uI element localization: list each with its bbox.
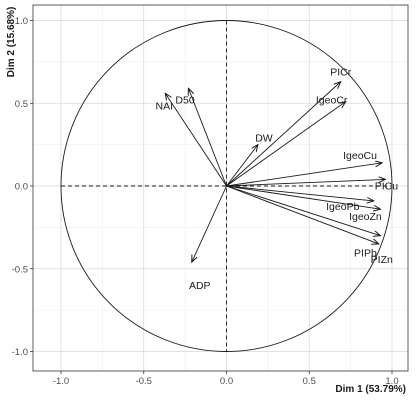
y-axis-title: Dim 2 (15.68%) (6, 7, 17, 78)
x-tick-label: 0.5 (303, 376, 316, 387)
variable-arrows (165, 82, 385, 262)
reference-lines (61, 20, 392, 352)
label-igeocu: IgeoCu (343, 150, 377, 162)
y-tick-label: 0.0 (15, 182, 28, 193)
label-picr: PICr (330, 67, 352, 79)
x-tick-label: 0.0 (220, 376, 233, 387)
x-tick-label: 1.0 (385, 376, 398, 387)
plot-background (33, 5, 408, 371)
arrow-picr (226, 82, 341, 187)
y-tick-label: 1.0 (15, 16, 28, 27)
grid (33, 5, 408, 371)
y-tick-label: 0.5 (15, 99, 28, 110)
x-axis-title: Dim 1 (53.79%) (335, 384, 406, 395)
arrow-igeozn (226, 185, 381, 209)
label-pizn: PIZn (371, 254, 393, 266)
label-igeopb: IgeoPb (326, 201, 359, 213)
label-pipb: PIPb (354, 248, 377, 260)
label-adp: ADP (189, 280, 211, 292)
arrow-igeocr (226, 102, 346, 187)
arrow-pizn (226, 185, 379, 244)
arrow-d50 (188, 88, 227, 187)
label-igeozn: IgeoZn (349, 211, 382, 223)
x-tick-label: -1.0 (53, 376, 69, 387)
y-tick-label: -0.5 (12, 264, 28, 275)
arrow-pipb (226, 185, 381, 236)
arrow-igeopb (226, 185, 374, 201)
label-picu: PICu (375, 180, 399, 192)
y-tick-label: -1.0 (12, 347, 28, 358)
label-d50: D50 (175, 94, 194, 106)
plot-frame (32, 4, 409, 372)
plot-border (32, 4, 409, 372)
arrow-igeocu (226, 163, 383, 187)
arrow-dw (226, 145, 258, 187)
label-nai: NAI (156, 100, 174, 112)
label-dw: DW (255, 133, 273, 145)
label-igeocr: IgeoCr (316, 95, 348, 107)
arrow-picu (226, 179, 386, 187)
axis-ticks: -1.0 -0.5 0.0 0.5 1.0 -1.0 -0.5 0.0 0.5 1.0 (12, 16, 399, 387)
arrow-nai (165, 93, 227, 187)
arrow-adp (192, 185, 227, 262)
x-tick-label: -0.5 (136, 376, 152, 387)
